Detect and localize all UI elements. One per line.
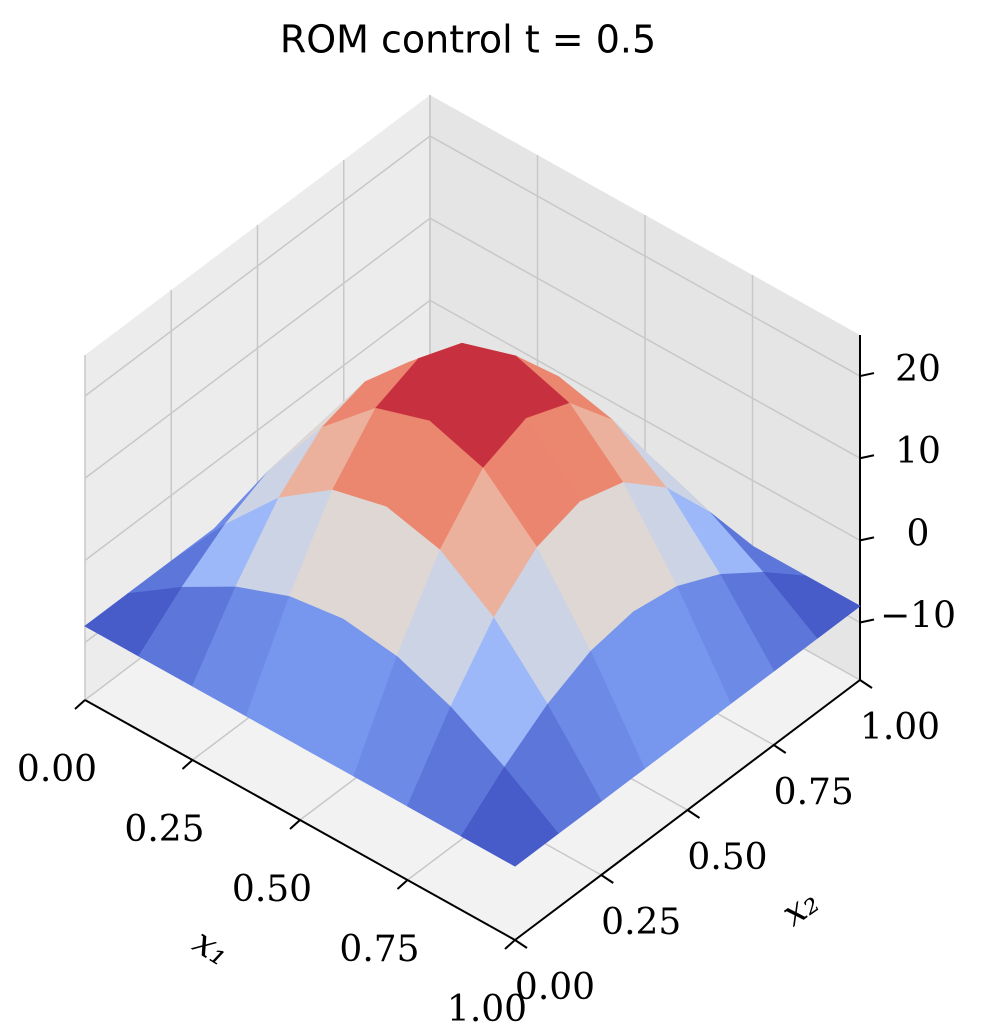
tick-mark [289, 819, 301, 830]
tick-mark [859, 679, 873, 689]
tick-mark [396, 879, 409, 890]
tick-mark [859, 454, 875, 460]
grid-line [429, 135, 861, 377]
tick-mark [686, 809, 701, 819]
z-tick-label: −10 [880, 596, 956, 637]
z-tick-label: 0 [907, 513, 930, 554]
tick-mark [859, 372, 875, 378]
x-tick-label: 1.00 [447, 989, 527, 1030]
tick-mark [859, 536, 875, 542]
tick-mark [181, 759, 194, 770]
tick-mark [504, 939, 516, 950]
y-tick-label: 0.00 [515, 967, 595, 1008]
y-tick-label: 1.00 [860, 707, 940, 748]
tick-mark [600, 874, 614, 884]
surface-patch [460, 766, 559, 867]
z-tick-label: 20 [895, 349, 941, 390]
y-axis-label: x₂ [775, 881, 827, 935]
x-axis-label: x₁ [186, 921, 237, 974]
tick-mark [514, 939, 528, 949]
x-tick-label: 0.25 [124, 809, 204, 850]
grid-line [84, 135, 431, 397]
grid-line [84, 217, 431, 479]
x-tick-label: 0.00 [17, 749, 97, 790]
x-tick-label: 0.50 [232, 869, 312, 910]
z-tick-label: 10 [895, 431, 941, 472]
grid-line [429, 299, 861, 542]
chart-title: ROM control t = 0.5 [280, 18, 656, 62]
tick-mark [859, 618, 875, 624]
grid-line [429, 217, 861, 459]
x-tick-label: 0.75 [339, 929, 419, 970]
y-tick-label: 0.75 [774, 772, 854, 813]
y-tick-label: 0.25 [601, 902, 681, 943]
tick-mark [773, 744, 787, 754]
grid-line [84, 299, 431, 561]
tick-mark [74, 699, 86, 710]
y-tick-label: 0.50 [687, 837, 767, 878]
